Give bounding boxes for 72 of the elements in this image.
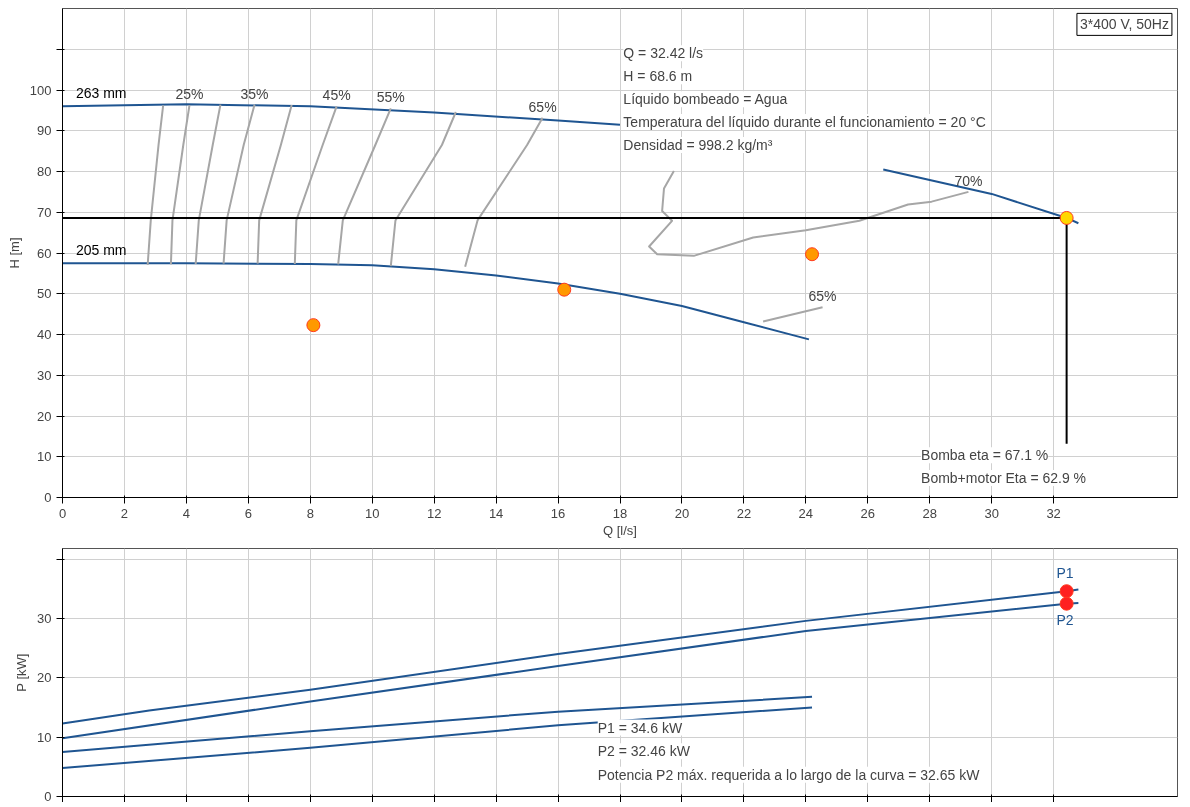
y-axis-title: H [m] bbox=[6, 237, 22, 269]
point bbox=[805, 247, 820, 262]
annotation: P1 = 34.6 kW bbox=[597, 719, 683, 736]
x-tick-label: 22 bbox=[736, 505, 752, 521]
point bbox=[306, 318, 321, 333]
x-tick-label: 10 bbox=[364, 505, 380, 521]
annotation: 25% bbox=[175, 86, 204, 103]
x-tick-label: 0 bbox=[58, 505, 67, 521]
x-tick-label: 18 bbox=[612, 505, 628, 521]
y-tick-label: 10 bbox=[37, 449, 52, 465]
annotation: 35% bbox=[240, 85, 269, 102]
x-tick-label: 8 bbox=[306, 505, 314, 521]
line-series bbox=[464, 116, 544, 268]
annotation: 3*400 V, 50Hz bbox=[1079, 16, 1169, 33]
series-label: 263 mm bbox=[75, 85, 127, 102]
annotation: 55% bbox=[376, 89, 405, 106]
x-axis-title: Q [l/s] bbox=[603, 522, 637, 538]
line-series bbox=[62, 262, 810, 341]
annotation: Bomba eta = 67.1 % bbox=[921, 447, 1049, 464]
annotation: Potencia P2 máx. requerida a lo largo de la curva = 32.65 kW bbox=[597, 766, 981, 783]
line-series bbox=[256, 104, 293, 265]
annotation: Densidad = 998.2 kg/m³ bbox=[623, 137, 773, 154]
y-tick-label: 70 bbox=[37, 204, 52, 220]
annotation: Líquido bombeado = Agua bbox=[623, 91, 788, 108]
annotation: H = 68.6 m bbox=[623, 68, 693, 85]
y-tick-label: 20 bbox=[37, 670, 52, 686]
line-series bbox=[146, 104, 165, 266]
annotation: Temperatura del líquido durante el funcionamiento = 20 °C bbox=[623, 114, 986, 131]
x-tick-label: 30 bbox=[984, 505, 999, 521]
y-tick-label: 40 bbox=[37, 327, 52, 342]
line-series bbox=[389, 111, 457, 268]
x-tick-label: 32 bbox=[1046, 505, 1061, 521]
x-tick-label: 26 bbox=[860, 505, 876, 521]
y-tick-label: 30 bbox=[37, 367, 52, 383]
line-series bbox=[62, 706, 814, 770]
annotation: 65% bbox=[808, 288, 837, 305]
x-tick-label: 6 bbox=[244, 505, 252, 521]
y-tick-label: 90 bbox=[37, 123, 52, 139]
line-series bbox=[222, 103, 256, 265]
x-tick-label: 4 bbox=[182, 505, 191, 521]
y-tick-label: 60 bbox=[37, 245, 52, 261]
point bbox=[557, 282, 572, 297]
y-tick-label: 100 bbox=[29, 82, 52, 98]
x-tick-label: 16 bbox=[550, 505, 566, 521]
x-tick-label: 14 bbox=[488, 505, 504, 521]
x-tick-label: 2 bbox=[120, 505, 129, 521]
annotation: 45% bbox=[322, 87, 351, 104]
y-tick-label: 0 bbox=[44, 490, 52, 505]
x-tick-label: 12 bbox=[426, 505, 442, 521]
line-series bbox=[337, 107, 392, 266]
annotation: 70% bbox=[954, 172, 983, 189]
series-label: P1 bbox=[1056, 564, 1074, 581]
line-series bbox=[169, 104, 191, 266]
line-series bbox=[293, 105, 338, 265]
annotation: 65% bbox=[528, 98, 557, 115]
y-axis-title: P [kW] bbox=[14, 653, 30, 692]
series-label: P2 bbox=[1056, 611, 1074, 628]
y-tick-label: 0 bbox=[44, 789, 52, 804]
annotation: Q = 32.42 l/s bbox=[623, 45, 704, 62]
y-tick-label: 20 bbox=[37, 408, 52, 424]
y-tick-label: 10 bbox=[37, 729, 52, 745]
y-tick-label: 50 bbox=[37, 286, 52, 302]
x-tick-label: 28 bbox=[922, 505, 937, 521]
point bbox=[1059, 210, 1074, 225]
line-series bbox=[194, 103, 222, 265]
y-tick-label: 30 bbox=[37, 611, 52, 627]
annotation: P2 = 32.46 kW bbox=[597, 743, 691, 760]
x-tick-label: 20 bbox=[674, 505, 690, 521]
annotation: Bomb+motor Eta = 62.9 % bbox=[921, 470, 1087, 487]
series-label: 205 mm bbox=[75, 242, 127, 259]
y-tick-label: 80 bbox=[37, 164, 52, 179]
x-tick-label: 24 bbox=[798, 505, 814, 521]
